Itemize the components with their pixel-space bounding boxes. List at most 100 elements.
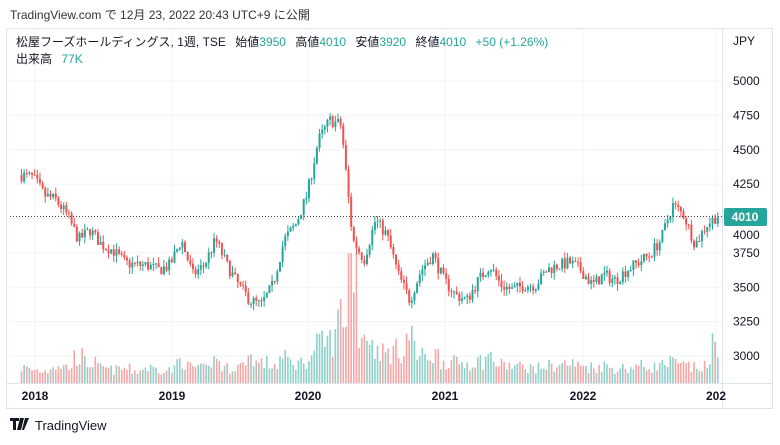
candle-body [540,272,543,284]
volume-bar [511,368,513,383]
low-label: 安値 [355,35,380,49]
candle-body [571,260,574,264]
candle-body [516,282,519,286]
price-tick-label: 3750 [733,246,760,260]
volume-bar [366,340,368,383]
volume-bar [545,369,548,383]
candle-body [642,254,645,262]
volume-bar [606,364,608,383]
volume-bar [461,362,463,383]
candle-body [326,119,329,127]
candle-body [468,295,471,300]
high-label: 高値 [295,35,320,49]
volume-bar [28,367,31,383]
candle-body [555,264,558,269]
candle-body [532,286,535,291]
volume-bar [672,357,674,383]
candle-body [239,282,242,285]
price-tick-label: 5000 [733,74,760,88]
candle-body [447,278,450,292]
candle-body [685,218,688,225]
time-tick-label: 2019 [159,389,186,403]
volume-bar [687,361,690,383]
candle-body [162,266,165,275]
candle-body [476,277,479,292]
candle-body [321,129,324,134]
footer-brand[interactable]: TradingView [10,418,107,433]
candle-body [315,147,318,164]
volume-bar [236,364,239,383]
volume-bar [39,372,41,383]
candle-body [210,252,213,254]
candle-body [561,258,564,269]
volume-bar [126,369,128,383]
time-tick-label: 202 [706,389,726,403]
candle-body [650,256,653,258]
candle-body [424,265,427,270]
candle-body [400,271,403,280]
candle-body [60,204,63,210]
candle-body [302,199,305,216]
candle-body [257,300,260,302]
candle-body [482,272,485,277]
candle-body [62,205,65,210]
volume-bar [173,365,176,383]
candle-body [347,169,350,197]
candle-body [376,221,379,223]
candle-body [679,207,682,212]
candle-body [75,226,78,242]
candle-body [202,265,205,267]
volume-bar [619,368,621,383]
volume-bar [498,366,500,383]
volume-bar [714,341,716,383]
volume-bar [656,370,658,383]
volume-bar [265,355,268,383]
candle-body [408,290,411,303]
volume-bar [540,368,542,383]
candle-body [384,230,387,235]
price-tick-label: 3250 [733,315,760,329]
volume-bar [698,371,701,383]
volume-bar [276,368,279,383]
volume-bar [147,371,149,383]
volume-bar [44,370,47,383]
volume-bar [440,369,442,383]
volume-bar [482,369,484,383]
price-tick-label: 3000 [733,349,760,363]
volume-bar [326,335,329,383]
candle-body [553,264,556,274]
candle-body [656,243,659,251]
candle-body [471,289,474,300]
candle-body [207,252,210,263]
volume-bar [81,348,83,383]
volume-bar [31,370,33,383]
candle-body [371,229,374,246]
candle-body [313,163,316,179]
candle-body [125,257,128,261]
candle-body [479,272,482,278]
candle-body [487,271,490,276]
symbol-title[interactable]: 松屋フーズホールディングス, 1週, TSE [16,35,226,49]
candle-body [355,240,358,249]
volume-bar [666,366,669,383]
volume-bar [205,364,207,383]
candle-body [582,270,585,279]
volume-bar [300,357,302,383]
candle-body [305,198,308,200]
grid [10,29,722,383]
volume-bar [585,366,587,383]
candle-body [249,303,252,305]
volume-bar [392,346,395,383]
candle-body [645,254,648,257]
candle-body [511,287,514,289]
volume-bar [674,358,677,383]
candle-body [226,254,229,261]
volume-bar [711,333,714,383]
candle-body [86,229,89,231]
candle-body [147,262,150,270]
chart-frame[interactable] [6,28,773,409]
candle-body [128,260,131,268]
candle-body [118,249,121,254]
volume-bar [36,369,39,383]
